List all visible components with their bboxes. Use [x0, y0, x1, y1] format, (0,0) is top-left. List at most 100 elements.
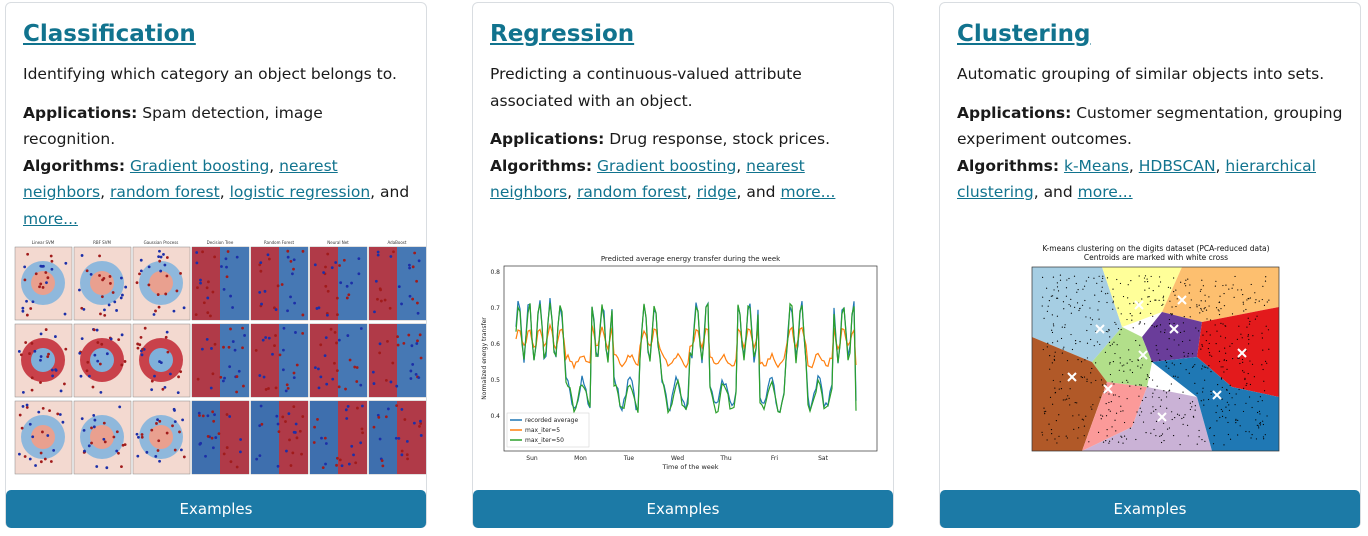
- point: [162, 253, 165, 256]
- examples-button[interactable]: Examples: [473, 490, 893, 528]
- point: [1062, 399, 1064, 401]
- point: [1109, 345, 1111, 347]
- panel: [368, 246, 426, 321]
- algorithm-link[interactable]: nearest neighbors: [23, 156, 338, 202]
- point: [1194, 364, 1196, 366]
- point: [274, 334, 277, 337]
- point: [40, 264, 44, 268]
- point: [1171, 362, 1173, 364]
- point: [377, 415, 381, 419]
- point: [1238, 357, 1240, 359]
- point: [1054, 391, 1057, 394]
- applications: Drug response, stock prices.: [609, 130, 831, 148]
- point: [392, 250, 395, 254]
- examples-button[interactable]: Examples: [940, 490, 1360, 528]
- point: [1097, 431, 1100, 433]
- algorithm-link[interactable]: k-Means: [1063, 156, 1129, 175]
- point: [1178, 344, 1180, 346]
- point: [1108, 442, 1110, 444]
- point: [1051, 362, 1053, 364]
- algorithm-link[interactable]: logistic regression: [229, 183, 371, 201]
- point: [1153, 410, 1155, 412]
- point: [139, 335, 143, 339]
- point: [408, 294, 412, 298]
- point: [1132, 327, 1134, 329]
- point: [1049, 355, 1051, 357]
- region: [338, 324, 367, 397]
- point: [1156, 385, 1158, 387]
- more-link[interactable]: more...: [780, 183, 836, 201]
- examples-button[interactable]: Examples: [6, 490, 426, 528]
- point: [1140, 384, 1142, 386]
- more-link[interactable]: more...: [23, 209, 78, 228]
- point: [155, 422, 158, 425]
- point: [1056, 282, 1058, 284]
- point: [1245, 384, 1247, 386]
- algorithm-link[interactable]: HDBSCAN: [1138, 156, 1216, 175]
- point: [231, 306, 234, 309]
- point: [159, 255, 163, 259]
- card-title-link[interactable]: Classification: [23, 21, 196, 47]
- point: [1151, 360, 1154, 362]
- algorithm-link[interactable]: nearest neighbors: [490, 156, 805, 202]
- point: [157, 255, 161, 259]
- algorithm-link[interactable]: random forest: [109, 183, 220, 201]
- point: [1258, 300, 1260, 302]
- more-link[interactable]: more...: [1077, 183, 1133, 201]
- point: [120, 363, 124, 367]
- point: [1180, 362, 1182, 365]
- point: [396, 343, 400, 347]
- x-tick-label: Wed: [671, 455, 684, 462]
- point: [1143, 323, 1146, 325]
- point: [1202, 310, 1204, 312]
- point: [1074, 401, 1076, 404]
- point: [1187, 355, 1189, 357]
- point: [1076, 402, 1078, 404]
- point: [165, 431, 169, 435]
- algorithm-link[interactable]: Gradient boosting: [596, 156, 737, 175]
- point: [1100, 290, 1103, 292]
- point: [239, 438, 242, 441]
- point: [394, 436, 398, 440]
- point: [1138, 323, 1140, 325]
- point: [1056, 340, 1059, 342]
- point: [1203, 404, 1205, 406]
- point: [348, 358, 352, 362]
- point: [395, 404, 399, 408]
- algorithm-link[interactable]: Gradient boosting: [129, 156, 270, 175]
- point: [1202, 334, 1204, 336]
- chart-title: Predicted average energy transfer during…: [601, 255, 781, 263]
- point: [1041, 305, 1043, 307]
- point: [1139, 414, 1141, 416]
- point: [1148, 296, 1150, 298]
- point: [381, 464, 385, 468]
- point: [282, 348, 285, 352]
- algorithm-link[interactable]: random forest: [576, 183, 687, 201]
- point: [1101, 280, 1103, 282]
- description: Automatic grouping of similar objects in…: [957, 65, 1325, 83]
- point: [226, 250, 230, 253]
- point: [331, 377, 335, 381]
- point: [150, 388, 154, 392]
- point: [217, 432, 221, 436]
- algorithm-link[interactable]: hierarchical clustering: [957, 156, 1316, 202]
- point: [1198, 304, 1200, 306]
- point: [350, 281, 353, 285]
- point: [1189, 408, 1191, 411]
- point: [1243, 310, 1245, 312]
- point: [1139, 322, 1141, 324]
- point: [34, 464, 37, 467]
- point: [409, 369, 413, 373]
- panel: [250, 246, 309, 321]
- point: [119, 296, 123, 300]
- point: [92, 425, 96, 429]
- point: [117, 338, 121, 341]
- centroid: [1138, 350, 1148, 360]
- point: [1189, 307, 1191, 309]
- card-title-link[interactable]: Clustering: [957, 21, 1091, 47]
- point: [19, 353, 23, 357]
- algorithm-link[interactable]: ridge: [696, 183, 737, 201]
- point: [1116, 278, 1118, 281]
- point: [1215, 280, 1217, 282]
- card-title-link[interactable]: Regression: [490, 21, 635, 47]
